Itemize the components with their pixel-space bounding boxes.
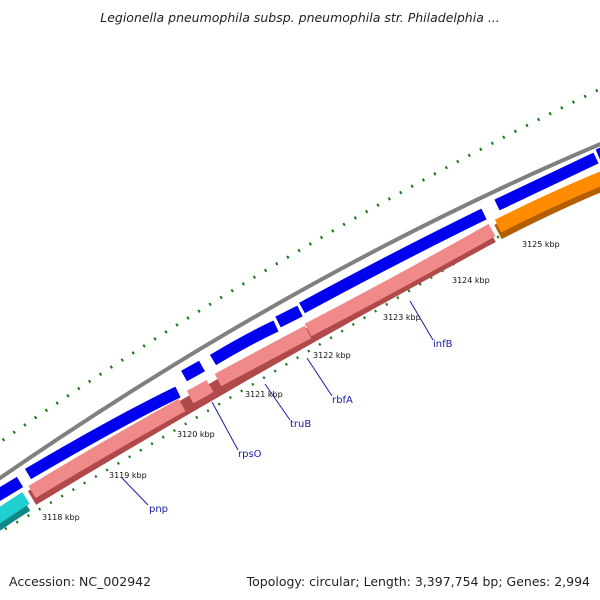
- tick-labels: 3118 kbp 3119 kbp 3120 kbp 3121 kbp 3122…: [42, 240, 560, 522]
- leader-pnp: [121, 477, 149, 506]
- gene-label-rpsO: rpsO: [238, 449, 262, 460]
- cds-block-3: [181, 360, 205, 382]
- tick-label-3124: 3124 kbp: [452, 276, 490, 285]
- gene-label-truB: truB: [290, 419, 311, 430]
- gc-dots-outer: [0, 87, 600, 444]
- gene-block-truB: [214, 325, 312, 387]
- leader-truB: [264, 383, 291, 421]
- gene-label-infB: infB: [433, 339, 453, 350]
- gene-block-rbfA-infB: [304, 223, 496, 337]
- gene-block-pnp: [28, 398, 186, 498]
- gc-dots-inner: [0, 173, 600, 534]
- cds-block-4: [209, 320, 279, 366]
- forward-strand-track: [0, 147, 600, 501]
- gene-labels: pnp rpsO truB rbfA infB: [149, 339, 453, 515]
- cds-block-2: [24, 386, 181, 480]
- gene-track: [0, 171, 600, 531]
- tick-label-3120: 3120 kbp: [177, 430, 215, 439]
- orange-block: [494, 171, 600, 233]
- tick-label-3119: 3119 kbp: [109, 471, 147, 480]
- map-title: Legionella pneumophila subsp. pneumophil…: [100, 10, 500, 25]
- leader-rpsO: [211, 401, 239, 451]
- gene-label-leaders: [121, 300, 434, 506]
- cyan-block: [0, 492, 30, 524]
- accession-text: Accession: NC_002942: [9, 574, 152, 589]
- leader-infB: [409, 300, 434, 341]
- gene-label-rbfA: rbfA: [332, 395, 353, 406]
- tick-label-3125: 3125 kbp: [522, 240, 560, 249]
- topology-summary: Topology: circular; Length: 3,397,754 bp…: [246, 574, 590, 589]
- cds-block-7: [494, 152, 599, 211]
- cds-block-1: [0, 476, 24, 501]
- tick-label-3123: 3123 kbp: [383, 313, 421, 322]
- tick-label-3121: 3121 kbp: [245, 390, 283, 399]
- cds-block-6: [299, 208, 487, 314]
- gene-label-pnp: pnp: [149, 504, 168, 515]
- tick-label-3122: 3122 kbp: [313, 351, 351, 360]
- leader-rbfA: [306, 357, 333, 397]
- tick-label-3118: 3118 kbp: [42, 513, 80, 522]
- gene-block-rpsO: [186, 379, 214, 404]
- backbone-line: [0, 142, 600, 481]
- cds-block-5: [275, 305, 303, 328]
